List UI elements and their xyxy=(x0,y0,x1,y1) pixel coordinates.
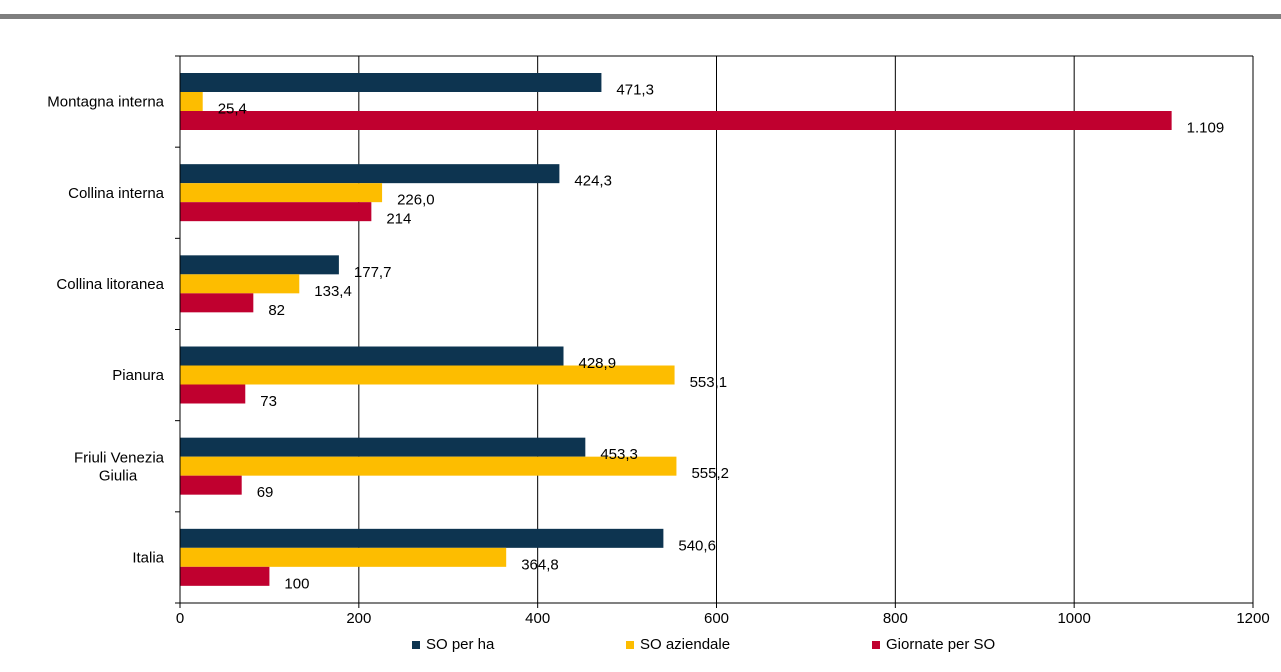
legend-label: SO aziendale xyxy=(640,636,731,653)
category-label: Giulia xyxy=(99,467,138,484)
bar xyxy=(180,111,1172,130)
data-label: 25,4 xyxy=(218,101,247,118)
bars xyxy=(180,73,1172,586)
bar xyxy=(180,547,507,567)
data-label: 100 xyxy=(284,575,309,592)
bar xyxy=(180,566,270,586)
bar xyxy=(180,346,564,366)
x-tick-label: 800 xyxy=(883,610,908,627)
data-label: 177,7 xyxy=(354,264,392,281)
data-label: 555,2 xyxy=(691,465,729,482)
data-label: 73 xyxy=(260,393,277,410)
data-label: 133,4 xyxy=(314,283,352,300)
data-label: 69 xyxy=(257,484,274,501)
bar xyxy=(180,92,203,111)
category-label: Collina interna xyxy=(68,185,165,202)
bar xyxy=(180,274,300,294)
x-tick-label: 200 xyxy=(346,610,371,627)
axes: 0 200 400 600 800 1000 1200 Montagna interna Col… xyxy=(47,55,1270,627)
data-label: 1.109 xyxy=(1187,120,1225,137)
data-label: 553,1 xyxy=(690,374,728,391)
legend-swatch xyxy=(872,640,880,649)
category-label: Friuli Venezia xyxy=(74,449,165,466)
x-tick-label: 400 xyxy=(525,610,550,627)
x-tick-label: 1000 xyxy=(1057,610,1090,627)
category-label: Italia xyxy=(132,549,164,566)
bar xyxy=(180,456,677,476)
bar xyxy=(180,528,664,548)
category-label: Collina litoranea xyxy=(56,276,164,293)
legend-item-so-aziendale: SO aziendale xyxy=(626,636,730,653)
data-label: 214 xyxy=(386,211,411,228)
data-label: 540,6 xyxy=(678,537,716,554)
data-label: 364,8 xyxy=(521,556,559,573)
legend-label: Giornate per SO xyxy=(886,636,996,653)
category-label: Montagna interna xyxy=(47,94,164,111)
legend-swatch xyxy=(412,640,420,649)
bar xyxy=(180,365,675,385)
bar xyxy=(180,164,560,184)
legend-item-so-per-ha: SO per ha xyxy=(412,636,494,653)
x-tick-label: 0 xyxy=(176,610,184,627)
x-tick-label: 1200 xyxy=(1236,610,1269,627)
grid-lines xyxy=(180,55,1254,603)
legend: SO per ha SO aziendale Giornate per SO xyxy=(0,636,1281,660)
legend-item-giornate-per-so: Giornate per SO xyxy=(872,636,995,653)
bar xyxy=(180,437,586,457)
legend-label: SO per ha xyxy=(426,636,495,653)
bar xyxy=(180,475,242,495)
x-tick-label: 600 xyxy=(704,610,729,627)
category-label: Pianura xyxy=(112,367,164,384)
data-label: 424,3 xyxy=(574,173,612,190)
bar xyxy=(180,183,383,203)
data-label: 226,0 xyxy=(397,192,435,209)
legend-swatch xyxy=(626,640,634,649)
bar xyxy=(180,202,372,222)
bar xyxy=(180,255,339,275)
header-rule xyxy=(0,14,1281,19)
data-label: 428,9 xyxy=(579,355,617,372)
data-label: 82 xyxy=(268,302,285,319)
bar xyxy=(180,293,254,313)
bar xyxy=(180,384,246,404)
data-label: 471,3 xyxy=(616,82,654,99)
bar xyxy=(180,73,602,92)
data-label: 453,3 xyxy=(600,446,638,463)
bar-chart: 0 200 400 600 800 1000 1200 Montagna interna Col… xyxy=(47,55,1270,627)
